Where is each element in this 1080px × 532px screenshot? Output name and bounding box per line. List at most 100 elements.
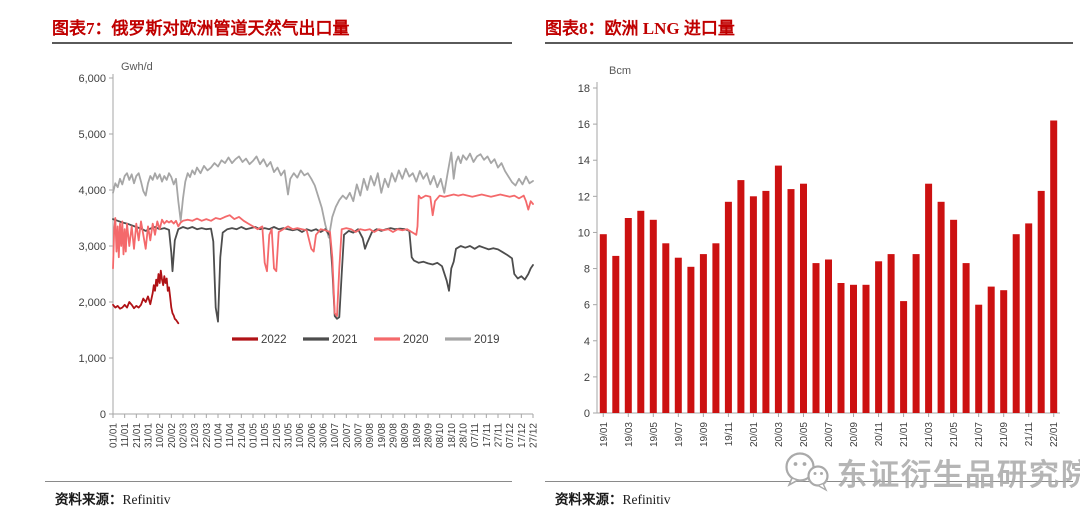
x-tick-label: 20/03	[774, 422, 785, 447]
legend-label-2020: 2020	[403, 334, 429, 346]
x-tick-label: 18/09	[412, 423, 423, 448]
legend-label-2019: 2019	[474, 334, 500, 346]
x-tick-label: 07/11	[470, 423, 481, 448]
y-tick-label: 5,000	[78, 129, 106, 141]
x-tick-label: 11/05	[260, 423, 271, 448]
x-tick-label: 20/07	[824, 422, 835, 447]
x-tick-label: 22/03	[202, 423, 213, 448]
y-axis-unit-label: Gwh/d	[121, 61, 153, 73]
bar-19/09	[699, 254, 707, 413]
figure7-source-rule	[45, 481, 512, 482]
x-tick-label: 09/08	[365, 423, 376, 448]
bar-21/07	[975, 304, 983, 413]
y-tick-label: 16	[578, 119, 590, 131]
bar-20/03	[774, 165, 782, 413]
bar-19/06	[662, 243, 670, 413]
bar-20/01	[749, 196, 757, 413]
x-tick-label: 17/11	[482, 423, 493, 448]
x-tick-label: 21/05	[272, 423, 283, 448]
series-2019	[112, 151, 534, 239]
y-tick-label: 8	[584, 264, 590, 276]
y-axis-unit-label: Bcm	[609, 65, 631, 77]
bar-19/08	[687, 266, 695, 413]
x-tick-label: 21/05	[949, 422, 960, 447]
source-value: Refinitiv	[622, 492, 671, 507]
figure8-title: 图表8：欧洲 LNG 进口量	[545, 19, 735, 38]
y-tick-label: 10	[578, 227, 590, 239]
y-tick-label: 12	[578, 191, 590, 203]
bar-22/01	[1050, 120, 1058, 413]
x-tick-label: 19/09	[699, 422, 710, 447]
x-tick-label: 12/03	[190, 423, 201, 448]
bar-19/10	[712, 243, 720, 413]
bar-19/04	[637, 210, 645, 413]
figure7-title-rule	[52, 42, 512, 44]
bar-19/03	[624, 218, 632, 413]
x-tick-label: 29/08	[389, 423, 400, 448]
x-tick-label: 20/09	[849, 422, 860, 447]
x-tick-label: 22/01	[1049, 422, 1060, 447]
x-tick-label: 31/01	[144, 423, 155, 448]
x-tick-label: 20/06	[307, 423, 318, 448]
europe-lng-imports-bar-chart: Bcm 0 2 4 6 8 10 12 14 16 18 19/01 19/03 19/05 19/07 19…	[578, 65, 1060, 447]
bar-20/05	[800, 183, 807, 413]
bar-19/12	[737, 180, 745, 413]
x-tick-label: 27/11	[494, 423, 505, 448]
bar-21/02	[912, 254, 920, 413]
bar-20/09	[850, 284, 857, 413]
x-tick-label: 10/06	[295, 423, 306, 448]
bar-20/02	[762, 190, 770, 413]
y-tick-label: 1,000	[78, 353, 106, 365]
source-label: 资料来源：	[555, 492, 623, 507]
figure7-source: 资料来源：Refinitiv	[55, 488, 171, 508]
x-tick-label: 28/09	[424, 423, 435, 448]
bar-20/10	[862, 284, 870, 413]
bar-19/05	[649, 219, 657, 413]
x-tick-label: 19/03	[624, 422, 635, 447]
series-2021	[112, 218, 534, 323]
figure7-title: 图表7：俄罗斯对欧洲管道天然气出口量	[52, 19, 350, 38]
y-tick-label: 2,000	[78, 297, 106, 309]
figure8-source-rule	[545, 481, 1073, 482]
bar-21/04	[937, 201, 945, 413]
y-tick-label: 0	[584, 408, 590, 420]
y-tick-label: 0	[100, 409, 106, 421]
y-tick-label: 2	[584, 372, 590, 384]
bar-19/01	[599, 234, 607, 413]
legend-label-2021: 2021	[332, 334, 358, 346]
y-tick-label: 18	[578, 83, 590, 95]
x-tick-label: 08/10	[435, 423, 446, 448]
x-tick-label: 11/01	[120, 423, 131, 448]
x-tick-label: 21/03	[924, 422, 935, 447]
y-tick-label: 3,000	[78, 241, 106, 253]
x-tick-label: 01/05	[249, 423, 260, 448]
x-tick-label: 19/05	[649, 422, 660, 447]
bar-19/02	[612, 255, 620, 413]
bar-19/11	[724, 201, 732, 413]
x-tick-label: 19/11	[724, 422, 735, 447]
russia-pipeline-gas-line-chart: Gwh/d 0 1,000 2,000 3,000 4,000 5,000 6,000 01/0…	[78, 61, 539, 448]
x-tick-label: 21/07	[974, 422, 985, 447]
x-tick-label: 19/01	[599, 422, 610, 447]
x-tick-label: 20/05	[799, 422, 810, 447]
x-tick-label: 01/04	[214, 423, 225, 448]
x-tick-label: 19/08	[377, 423, 388, 448]
x-tick-label: 21/01	[132, 423, 143, 448]
x-tick-label: 20/02	[167, 423, 178, 448]
source-label: 资料来源：	[55, 492, 123, 507]
x-tick-label: 21/09	[999, 422, 1010, 447]
bar-21/08	[987, 286, 995, 413]
bar-19/07	[674, 257, 682, 413]
x-tick-label: 17/12	[517, 423, 528, 448]
bar-21/12	[1037, 190, 1045, 413]
x-tick-label: 21/11	[1024, 422, 1035, 447]
x-tick-label: 10/07	[330, 423, 341, 448]
x-tick-label: 30/07	[354, 423, 365, 448]
bar-21/11	[1025, 223, 1033, 413]
x-tick-label: 18/10	[447, 423, 458, 448]
bar-21/03	[925, 183, 933, 413]
x-tick-label: 20/01	[749, 422, 760, 447]
bar-20/04	[787, 189, 795, 413]
bar-21/06	[962, 263, 970, 413]
